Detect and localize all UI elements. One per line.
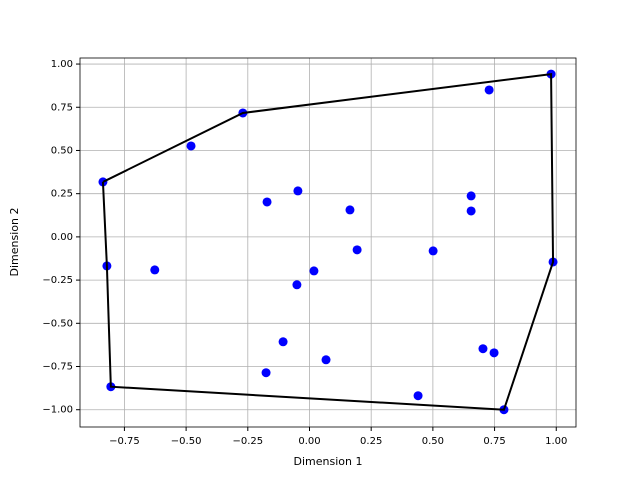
point	[261, 368, 271, 378]
point	[413, 391, 423, 401]
x-tick-label: −0.25	[232, 436, 263, 447]
point	[293, 186, 303, 196]
y-tick-label: −1.00	[42, 405, 73, 416]
plot-frame	[79, 57, 577, 428]
point	[466, 191, 476, 201]
y-tick-label: 0.75	[51, 102, 73, 113]
point	[345, 205, 355, 215]
point	[478, 344, 488, 354]
x-tick-label: 0.25	[360, 436, 382, 447]
y-tick-label: −0.25	[42, 275, 73, 286]
point	[489, 348, 499, 358]
y-tick-label: 0.00	[51, 232, 73, 243]
x-tick-label: 0.50	[422, 436, 444, 447]
point	[484, 85, 494, 95]
point	[466, 206, 476, 216]
y-tick-label: −0.75	[42, 362, 73, 373]
y-tick-label: −0.50	[42, 318, 73, 329]
x-tick-label: 0.00	[298, 436, 320, 447]
point	[150, 265, 160, 275]
hull-line	[101, 72, 555, 411]
y-axis-label: Dimension 2	[8, 208, 21, 277]
x-tick-label: −0.75	[109, 436, 140, 447]
point	[321, 355, 331, 365]
point	[292, 280, 302, 290]
point	[186, 141, 196, 151]
y-tick-label: 0.50	[51, 145, 73, 156]
point	[428, 246, 438, 256]
x-tick-label: 1.00	[545, 436, 567, 447]
point	[262, 197, 272, 207]
x-axis-label: Dimension 1	[294, 455, 363, 468]
y-tick-label: 0.25	[51, 189, 73, 200]
y-tick-label: 1.00	[51, 59, 73, 70]
point	[352, 245, 362, 255]
x-tick-label: −0.50	[171, 436, 202, 447]
x-tick-label: 0.75	[483, 436, 505, 447]
point	[278, 337, 288, 347]
point	[309, 266, 319, 276]
